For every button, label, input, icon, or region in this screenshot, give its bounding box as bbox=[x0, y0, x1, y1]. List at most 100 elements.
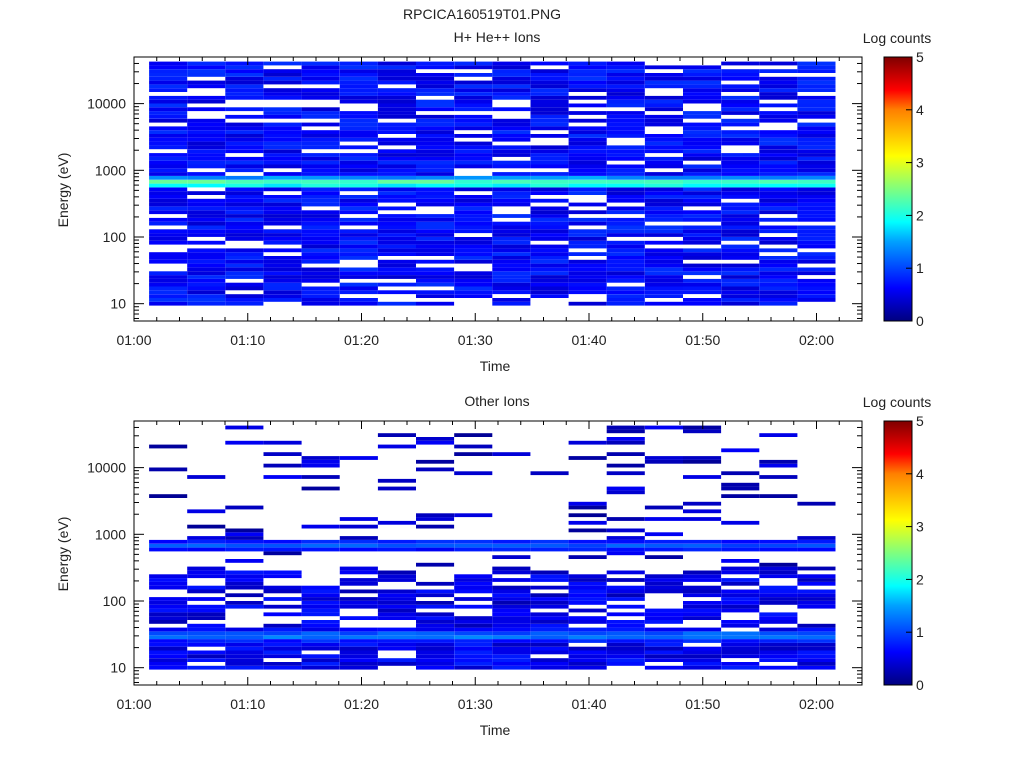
heatmap-cell bbox=[606, 278, 645, 283]
heatmap-cell bbox=[416, 175, 455, 180]
heatmap-cell bbox=[530, 69, 569, 73]
heatmap-cell bbox=[263, 539, 302, 544]
heatmap-cell bbox=[721, 237, 760, 241]
heatmap-cell bbox=[759, 263, 798, 268]
heatmap-cell bbox=[530, 543, 569, 548]
heatmap-cell bbox=[683, 585, 722, 590]
heatmap-cell bbox=[606, 179, 645, 184]
x-tick-label: 01:30 bbox=[458, 696, 493, 712]
heatmap-cell bbox=[263, 210, 302, 215]
heatmap-cell bbox=[187, 574, 226, 579]
heatmap-cell bbox=[416, 130, 455, 134]
y-tick-label: 1000 bbox=[95, 526, 126, 542]
heatmap-cell bbox=[721, 275, 760, 279]
colorbar-tick-label: 4 bbox=[916, 102, 924, 118]
heatmap-cell bbox=[644, 616, 683, 620]
heatmap-cell bbox=[797, 240, 836, 245]
heatmap-cell bbox=[187, 539, 226, 544]
heatmap-cell bbox=[568, 130, 607, 134]
heatmap-cell bbox=[797, 290, 836, 295]
heatmap-cell bbox=[721, 482, 760, 487]
heatmap-cell bbox=[492, 172, 531, 176]
heatmap-cell bbox=[797, 650, 836, 655]
heatmap-cell bbox=[187, 570, 226, 575]
heatmap-cell bbox=[377, 608, 416, 613]
heatmap-cell bbox=[797, 658, 836, 662]
heatmap-cell bbox=[759, 95, 798, 100]
heatmap-cell bbox=[644, 145, 683, 150]
heatmap-cell bbox=[606, 551, 645, 556]
heatmap-cell bbox=[225, 221, 264, 226]
heatmap-cell bbox=[263, 217, 302, 222]
heatmap-cell bbox=[492, 635, 531, 640]
heatmap-cell bbox=[492, 298, 531, 302]
heatmap-cell bbox=[683, 179, 722, 184]
heatmap-cell bbox=[606, 244, 645, 249]
heatmap-cell bbox=[644, 282, 683, 287]
heatmap-cell bbox=[492, 566, 531, 571]
heatmap-cell bbox=[568, 597, 607, 601]
heatmap-cell bbox=[683, 84, 722, 89]
heatmap-cell bbox=[683, 654, 722, 659]
heatmap-cell bbox=[225, 440, 264, 445]
heatmap-cell bbox=[721, 103, 760, 108]
heatmap-cell bbox=[301, 168, 340, 173]
heatmap-cell bbox=[759, 627, 798, 632]
heatmap-cell bbox=[301, 486, 340, 491]
heatmap-cell bbox=[683, 475, 722, 479]
heatmap-cell bbox=[416, 168, 455, 173]
heatmap-cell bbox=[606, 122, 645, 127]
heatmap-cell bbox=[683, 665, 722, 670]
heatmap-cell bbox=[797, 65, 836, 70]
heatmap-cell bbox=[263, 233, 302, 237]
heatmap-cell bbox=[492, 95, 531, 100]
heatmap-cell bbox=[263, 195, 302, 199]
heatmap-cell bbox=[225, 149, 264, 154]
heatmap-cell bbox=[454, 221, 493, 226]
heatmap-cell bbox=[606, 252, 645, 256]
heatmap-cell bbox=[149, 585, 188, 590]
heatmap-cell bbox=[644, 107, 683, 112]
heatmap-cell bbox=[339, 164, 378, 169]
heatmap-cell bbox=[644, 456, 683, 460]
heatmap-cell bbox=[301, 278, 340, 283]
heatmap-cell bbox=[149, 286, 188, 291]
heatmap-cell bbox=[454, 665, 493, 670]
heatmap-cell bbox=[187, 282, 226, 287]
heatmap-cell bbox=[416, 513, 455, 518]
heatmap-cell bbox=[530, 290, 569, 295]
heatmap-cell bbox=[644, 202, 683, 207]
heatmap-cell bbox=[454, 118, 493, 123]
heatmap-cell bbox=[187, 604, 226, 609]
heatmap-cell bbox=[759, 145, 798, 150]
heatmap-cell bbox=[377, 612, 416, 617]
heatmap-cell bbox=[263, 452, 302, 456]
heatmap-cell bbox=[492, 256, 531, 260]
heatmap-cell bbox=[683, 459, 722, 464]
heatmap-cell bbox=[568, 608, 607, 613]
heatmap-cell bbox=[530, 149, 569, 154]
heatmap-cell bbox=[377, 543, 416, 548]
heatmap-cell bbox=[187, 240, 226, 245]
heatmap-cell bbox=[263, 654, 302, 659]
heatmap-cell bbox=[492, 578, 531, 582]
heatmap-cell bbox=[568, 267, 607, 272]
heatmap-cell bbox=[721, 589, 760, 594]
heatmap-cell bbox=[492, 130, 531, 134]
heatmap-cell bbox=[759, 278, 798, 283]
heatmap-cell bbox=[187, 141, 226, 146]
heatmap-cell bbox=[606, 635, 645, 640]
panel-title: H+ He++ Ions bbox=[454, 29, 541, 45]
heatmap-cell bbox=[263, 543, 302, 548]
heatmap-cell bbox=[377, 156, 416, 161]
heatmap-cell bbox=[416, 65, 455, 70]
heatmap-cell bbox=[454, 240, 493, 245]
heatmap-cell bbox=[721, 271, 760, 276]
heatmap-cell bbox=[568, 252, 607, 256]
heatmap-cell bbox=[339, 153, 378, 157]
heatmap-cell bbox=[301, 175, 340, 180]
heatmap-cell bbox=[568, 601, 607, 605]
heatmap-cell bbox=[568, 271, 607, 276]
heatmap-cell bbox=[263, 126, 302, 131]
heatmap-cell bbox=[149, 168, 188, 173]
